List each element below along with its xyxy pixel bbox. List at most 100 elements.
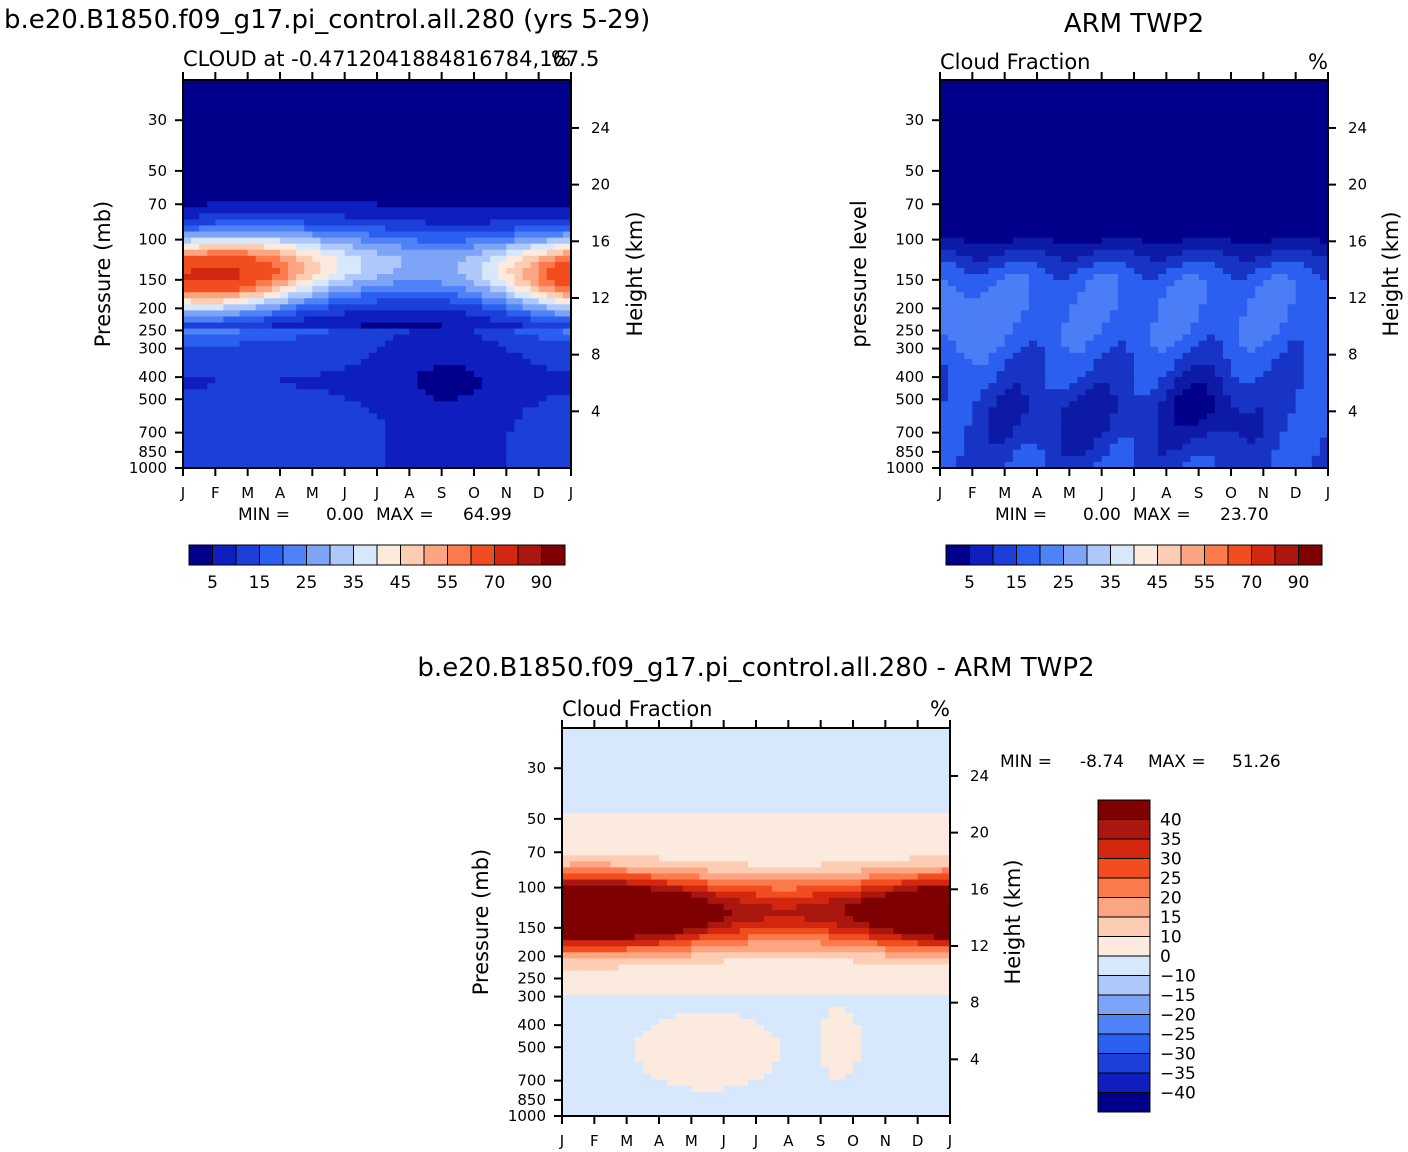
- contour-cell: [474, 449, 483, 457]
- contour-cell: [328, 431, 338, 439]
- contour-cell: [280, 164, 289, 172]
- contour-cell: [956, 122, 965, 130]
- contour-cell: [328, 292, 338, 299]
- contour-cell: [1150, 243, 1159, 251]
- contour-cell: [280, 407, 289, 415]
- contour-cell: [1085, 140, 1095, 148]
- contour-cell: [425, 286, 435, 293]
- x-tick-label: M: [241, 484, 254, 502]
- contour-cell: [433, 364, 443, 372]
- contour-cell: [1053, 140, 1062, 148]
- contour-cell: [223, 352, 233, 360]
- contour-cell: [522, 346, 532, 354]
- contour-cell: [239, 310, 249, 318]
- contour-cell: [1150, 413, 1159, 421]
- contour-cell: [304, 128, 313, 136]
- contour-cell: [271, 286, 281, 293]
- contour-cell: [360, 195, 370, 202]
- contour-cell: [191, 80, 200, 87]
- contour-cell: [199, 110, 208, 117]
- contour-cell: [328, 364, 338, 372]
- contour-cell: [1053, 413, 1062, 421]
- contour-cell: [956, 419, 965, 427]
- contour-cell: [368, 322, 378, 330]
- contour-cell: [1037, 364, 1046, 372]
- contour-cell: [401, 334, 410, 342]
- contour-cell: [1037, 371, 1046, 378]
- contour-cell: [191, 164, 200, 172]
- contour-cell: [449, 92, 459, 99]
- contour-cell: [1150, 164, 1159, 172]
- contour-cell: [271, 177, 281, 184]
- contour-cell: [1077, 371, 1087, 378]
- contour-cell: [360, 280, 370, 287]
- contour-cell: [964, 170, 973, 178]
- contour-cell: [441, 225, 451, 233]
- contour-cell: [449, 195, 459, 202]
- contour-cell: [360, 401, 370, 408]
- contour-cell: [183, 304, 192, 311]
- contour-cell: [1085, 207, 1095, 214]
- contour-cell: [263, 310, 273, 318]
- contour-cell: [482, 377, 491, 384]
- contour-cell: [1117, 255, 1127, 263]
- contour-cell: [972, 286, 982, 293]
- contour-cell: [304, 371, 313, 378]
- contour-cell: [562, 401, 571, 408]
- contour-cell: [1020, 92, 1030, 99]
- contour-cell: [482, 425, 491, 433]
- contour-cell: [352, 195, 362, 202]
- contour-cell: [1134, 158, 1143, 166]
- contour-cell: [956, 92, 965, 99]
- contour-cell: [352, 364, 362, 372]
- contour-cell: [183, 449, 192, 457]
- contour-cell: [344, 322, 354, 330]
- contour-cell: [948, 358, 957, 366]
- contour-cell: [1077, 152, 1087, 160]
- contour-cell: [199, 207, 208, 214]
- contour-cell: [199, 461, 208, 468]
- contour-cell: [215, 443, 225, 451]
- contour-cell: [996, 104, 1006, 111]
- contour-cell: [1012, 425, 1022, 433]
- contour-cell: [239, 183, 249, 190]
- contour-cell: [465, 395, 475, 402]
- contour-cell: [490, 377, 499, 384]
- contour-cell: [1028, 371, 1038, 378]
- contour-cell: [1053, 449, 1062, 457]
- contour-cell: [199, 304, 208, 311]
- contour-cell: [271, 407, 281, 415]
- contour-cell: [271, 219, 281, 227]
- contour-cell: [207, 431, 216, 439]
- contour-cell: [417, 261, 427, 269]
- contour-cell: [530, 183, 540, 190]
- contour-cell: [199, 195, 208, 202]
- contour-cell: [490, 304, 499, 311]
- contour-cell: [296, 128, 305, 136]
- contour-cell: [409, 352, 419, 360]
- contour-cell: [546, 455, 556, 463]
- contour-cell: [215, 389, 225, 396]
- contour-cell: [199, 237, 208, 245]
- contour-cell: [263, 267, 273, 275]
- contour-cell: [940, 116, 949, 124]
- contour-cell: [312, 358, 322, 366]
- contour-cell: [288, 377, 297, 384]
- contour-cell: [191, 249, 200, 257]
- contour-cell: [506, 322, 516, 330]
- contour-cell: [304, 213, 313, 221]
- contour-cell: [474, 164, 483, 172]
- contour-cell: [522, 237, 532, 245]
- contour-cell: [191, 189, 200, 196]
- contour-cell: [320, 425, 330, 433]
- contour-cell: [239, 164, 249, 172]
- contour-cell: [1117, 364, 1127, 372]
- contour-cell: [562, 419, 571, 427]
- contour-cell: [964, 195, 973, 202]
- contour-cell: [223, 189, 233, 196]
- contour-cell: [409, 92, 419, 99]
- contour-cell: [1142, 92, 1151, 99]
- contour-cell: [401, 152, 410, 160]
- contour-cell: [964, 134, 973, 142]
- contour-cell: [980, 201, 990, 208]
